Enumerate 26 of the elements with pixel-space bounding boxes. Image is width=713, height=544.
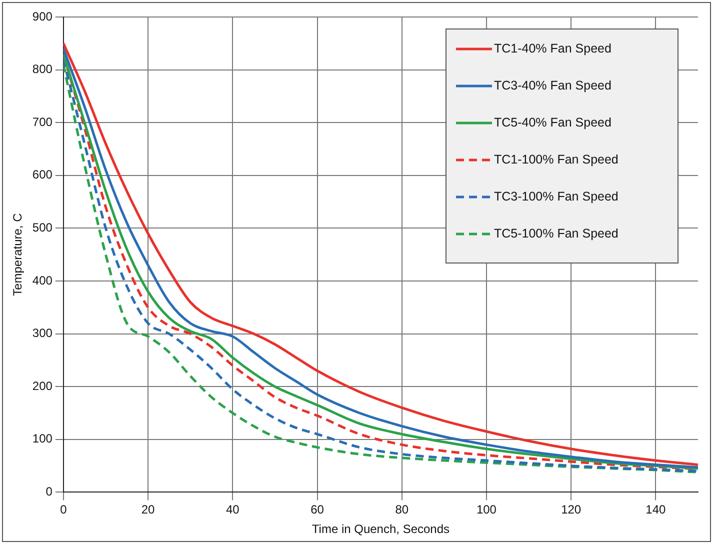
y-tick-label: 400 — [32, 273, 53, 288]
x-tick-label: 0 — [60, 502, 68, 517]
legend-label: TC3-40% Fan Speed — [494, 78, 612, 92]
y-tick-label: 600 — [32, 168, 53, 182]
y-tick-label: 0 — [46, 484, 53, 499]
y-tick-label: 300 — [32, 326, 53, 340]
legend-label: TC5-100% Fan Speed — [494, 226, 618, 240]
x-tick-label: 40 — [226, 502, 240, 517]
y-tick-label: 200 — [32, 378, 53, 393]
y-tick-label: 700 — [32, 114, 53, 129]
legend-label: TC5-40% Fan Speed — [494, 115, 612, 130]
x-tick-label: 60 — [310, 502, 324, 517]
legend-label: TC3-100% Fan Speed — [494, 189, 618, 204]
y-tick-label: 800 — [32, 62, 53, 76]
y-tick-label: 100 — [32, 432, 53, 446]
y-axis-title: Temperature, C — [10, 212, 25, 296]
x-tick-label: 140 — [646, 502, 666, 517]
x-tick-label: 120 — [561, 502, 582, 517]
y-tick-label: 500 — [32, 220, 53, 235]
x-tick-label: 20 — [141, 502, 156, 517]
x-axis-title: Time in Quench, Seconds — [312, 522, 450, 536]
legend-label: TC1-40% Fan Speed — [494, 41, 612, 56]
legend-label: TC1-100% Fan Speed — [494, 152, 618, 166]
y-tick-label: 900 — [32, 9, 53, 24]
x-tick-label: 80 — [395, 502, 409, 517]
x-tick-label: 100 — [476, 502, 497, 517]
